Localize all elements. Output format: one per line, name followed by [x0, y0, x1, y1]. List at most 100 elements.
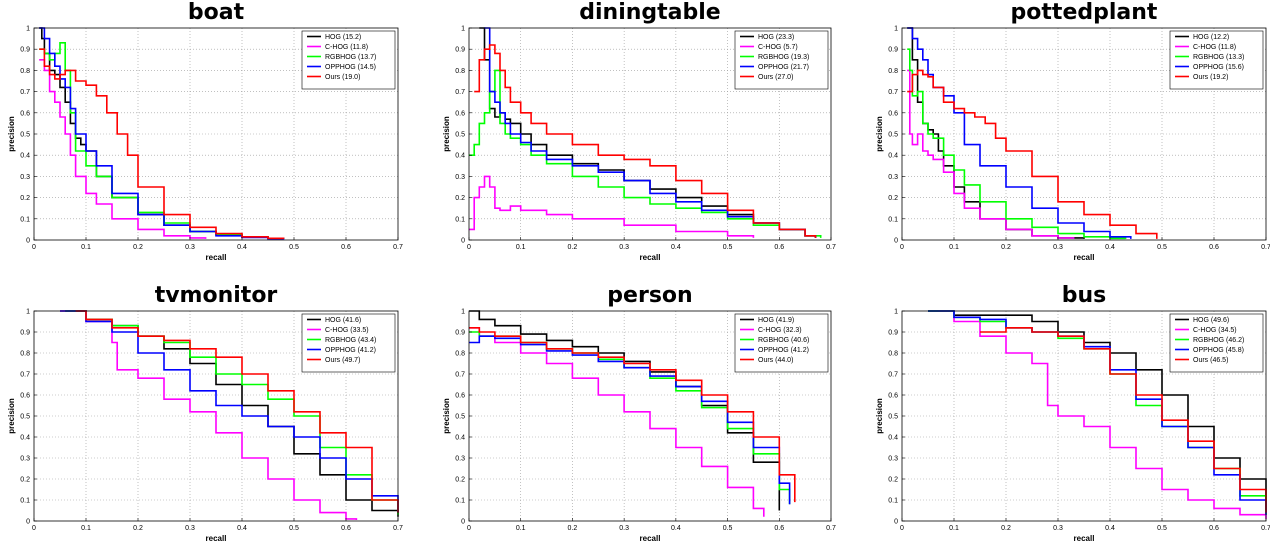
chart-4-ytick-label: 0.7	[455, 372, 465, 379]
chart-4-legend-label-0: HOG (41.9)	[758, 317, 794, 324]
chart-3-ytick-label: 0.8	[20, 351, 30, 358]
chart-1-xlabel: recall	[640, 253, 661, 262]
chart-1-legend-label-1: C-HOG (5.7)	[758, 44, 798, 51]
chart-4-legend: HOG (41.9) C-HOG (32.3) RGBHOG (40.6) OPPHO…	[734, 313, 829, 373]
chart-1-ytick-label: 0.4	[455, 153, 465, 160]
chart-2-legend: HOG (12.2) C-HOG (11.8) RGBHOG (13.3) OPPHO…	[1169, 30, 1264, 90]
chart-2-xlabel: recall	[1074, 253, 1095, 262]
chart-3-series-3-line	[60, 310, 399, 513]
chart-1-legend-label-4: Ours (27.0)	[758, 74, 793, 81]
chart-2: pottedplant 0 0.1 0.2 0.3 0.4 0.5 0.6 0.7 0 0.1 0.2…	[875, 0, 1270, 262]
chart-4-title: person	[607, 283, 692, 308]
chart-1-xtick-label: 0.1	[516, 244, 526, 251]
chart-3-ytick-label: 1	[26, 309, 30, 316]
chart-3-xtick-label: 0.7	[393, 525, 403, 532]
chart-2-legend-label-0: HOG (12.2)	[1193, 34, 1229, 41]
chart-0: boat 0 0.1 0.2 0.3 0.4 0.5 0.6 0.7 0 0.1 0.2 0.3 0.4 0…	[7, 0, 403, 262]
chart-3-xtick-label: 0.6	[341, 525, 351, 532]
chart-4-ytick-label: 0.5	[455, 414, 465, 421]
chart-2-title: pottedplant	[1011, 0, 1158, 25]
chart-3-xtick-label: 0	[32, 525, 36, 532]
chart-0-xtick-label: 0.7	[393, 244, 403, 251]
chart-0-xtick-label: 0.3	[185, 244, 195, 251]
chart-5-legend-label-0: HOG (49.6)	[1193, 317, 1229, 324]
chart-5-xtick-label: 0.1	[949, 525, 959, 532]
chart-4-xtick-label: 0	[467, 525, 471, 532]
chart-0-title: boat	[188, 0, 245, 25]
chart-0-xlabel: recall	[206, 253, 227, 262]
chart-0-ytick-label: 0.2	[20, 195, 30, 202]
chart-2-series-1-line	[907, 69, 1075, 239]
chart-4-ytick-label: 0.6	[455, 393, 465, 400]
chart-4-legend-box	[734, 313, 829, 373]
chart-5-ytick-label: 0.3	[888, 456, 898, 463]
chart-1-ylabel: precision	[442, 116, 451, 152]
chart-1-ytick-label: 0.6	[455, 110, 465, 117]
chart-1-legend-label-3: OPPHOG (21.7)	[758, 64, 809, 71]
chart-3-xlabel: recall	[206, 534, 227, 543]
chart-0-ytick-label: 0.7	[20, 89, 30, 96]
chart-5-xlabel: recall	[1074, 534, 1095, 543]
chart-0-ytick-label: 0.5	[20, 132, 30, 139]
chart-4-legend-label-2: RGBHOG (40.6)	[758, 337, 809, 344]
chart-0-series-1-line	[39, 59, 207, 239]
chart-5-legend-box	[1169, 313, 1264, 373]
chart-0-xtick-label: 0.6	[341, 244, 351, 251]
chart-4-series-4-line	[469, 327, 796, 503]
chart-2-series-2-line	[907, 48, 1127, 240]
chart-0-xtick-label: 0.1	[81, 244, 91, 251]
chart-3-legend-label-4: Ours (49.7)	[325, 357, 360, 364]
chart-0-xtick-label: 0.2	[133, 244, 143, 251]
chart-4-xtick-label: 0.4	[671, 525, 681, 532]
chart-2-legend-label-1: C-HOG (11.8)	[1193, 44, 1236, 51]
chart-3-xtick-label: 0.5	[289, 525, 299, 532]
chart-0-ytick-label: 0.3	[20, 174, 30, 181]
chart-2-ytick-label: 1	[894, 26, 898, 33]
chart-1-xtick-label: 0.4	[671, 244, 681, 251]
chart-4-ytick-label: 0.2	[455, 477, 465, 484]
chart-5-ytick-label: 1	[894, 309, 898, 316]
chart-3-legend-label-0: HOG (41.6)	[325, 317, 361, 324]
chart-2-ytick-label: 0.1	[888, 216, 898, 223]
chart-3-ytick-label: 0.1	[20, 498, 30, 505]
chart-5-ytick-label: 0.8	[888, 351, 898, 358]
chart-0-xtick-label: 0.5	[289, 244, 299, 251]
chart-1-ytick-label: 0.9	[455, 47, 465, 54]
chart-4-series-1-line	[469, 327, 765, 517]
chart-1-title: diningtable	[579, 0, 720, 25]
chart-4-xlabel: recall	[640, 534, 661, 543]
chart-0-ylabel: precision	[7, 116, 16, 152]
chart-1-series-4-line	[474, 44, 817, 238]
chart-1-legend: HOG (23.3) C-HOG (5.7) RGBHOG (19.3) OPPHOG…	[734, 30, 829, 90]
chart-0-legend: HOG (15.2) C-HOG (11.8) RGBHOG (13.7) OPPHO…	[301, 30, 396, 90]
chart-1-legend-box	[734, 30, 829, 90]
chart-5-ytick-label: 0.6	[888, 393, 898, 400]
chart-5-ytick-label: 0.7	[888, 372, 898, 379]
chart-5-ytick-label: 0.2	[888, 477, 898, 484]
chart-5-legend-label-1: C-HOG (34.5)	[1193, 327, 1237, 334]
chart-2-ytick-label: 0.8	[888, 68, 898, 75]
chart-1-ytick-label: 0.2	[455, 195, 465, 202]
chart-4-legend-label-1: C-HOG (32.3)	[758, 327, 802, 334]
chart-3-legend-box	[301, 313, 396, 373]
chart-2-xtick-label: 0	[900, 244, 904, 251]
chart-3-legend: HOG (41.6) C-HOG (33.5) RGBHOG (43.4) OPPHO…	[301, 313, 396, 373]
chart-5-xtick-label: 0.6	[1209, 525, 1219, 532]
chart-3-ytick-label: 0.4	[20, 435, 30, 442]
chart-1-xtick-label: 0.2	[568, 244, 578, 251]
chart-3-ytick-label: 0.2	[20, 477, 30, 484]
chart-4-ytick-label: 0.1	[455, 498, 465, 505]
chart-2-xtick-label: 0.6	[1209, 244, 1219, 251]
chart-5-legend-label-2: RGBHOG (46.2)	[1193, 337, 1244, 344]
chart-2-ytick-label: 0	[894, 238, 898, 245]
chart-4: person 0 0.1 0.2 0.3 0.4 0.5 0.6 0.7 0 0.1 0.2 0.3 0.…	[442, 283, 836, 543]
chart-5-xtick-label: 0.4	[1105, 525, 1115, 532]
chart-2-ytick-label: 0.7	[888, 89, 898, 96]
chart-5-ytick-label: 0.1	[888, 498, 898, 505]
chart-0-ytick-label: 0	[26, 238, 30, 245]
chart-1-xtick-label: 0.7	[826, 244, 836, 251]
chart-3-xtick-label: 0.4	[237, 525, 247, 532]
chart-4-ytick-label: 0.9	[455, 330, 465, 337]
chart-0-ytick-label: 0.1	[20, 216, 30, 223]
